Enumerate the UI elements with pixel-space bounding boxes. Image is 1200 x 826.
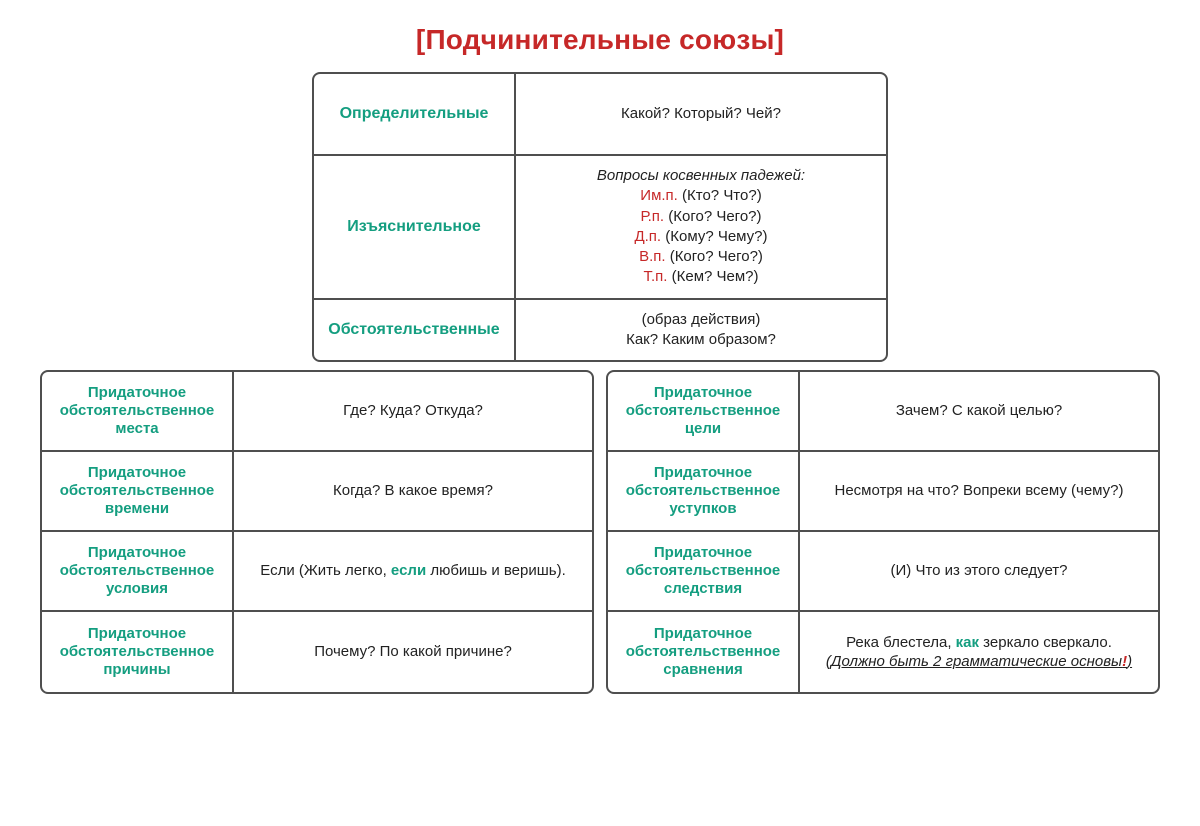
- exclamation-icon: !: [1122, 653, 1127, 670]
- note-line: (Должно быть 2 грамматические основы!): [826, 652, 1132, 672]
- bottom-row: Придаточное обстоятельственное причиныПо…: [42, 612, 592, 692]
- bottom-row-value: Река блестела, как зеркало сверкало.(Дол…: [800, 612, 1158, 692]
- case-line: В.п. (Кого? Чего?): [639, 247, 763, 267]
- case-abbr: Д.п.: [634, 228, 661, 245]
- bottom-row-label: Придаточное обстоятельственное места: [42, 372, 234, 450]
- bottom-row-value: Почему? По какой причине?: [234, 612, 592, 692]
- case-line: Им.п. (Кто? Что?): [640, 186, 761, 206]
- top-row: Обстоятельственные(образ действия)Как? К…: [314, 300, 886, 361]
- emph-word: если: [391, 562, 426, 579]
- emph-word: как: [956, 634, 979, 651]
- top-row-label: Обстоятельственные: [314, 300, 516, 361]
- top-line: (образ действия): [642, 310, 761, 330]
- bottom-row-value: Где? Куда? Откуда?: [234, 372, 592, 450]
- rich-line: Если (Жить легко, если любишь и веришь).: [260, 561, 566, 581]
- top-row-label: Определительные: [314, 74, 516, 154]
- case-line: Т.п. (Кем? Чем?): [643, 267, 758, 287]
- top-row: ОпределительныеКакой? Который? Чей?: [314, 74, 886, 156]
- bottom-row: Придаточное обстоятельственное времениКо…: [42, 452, 592, 532]
- bottom-row: Придаточное обстоятельственное целиЗачем…: [608, 372, 1158, 452]
- top-row-label: Изъяснительное: [314, 156, 516, 298]
- bottom-row-label: Придаточное обстоятельственное цели: [608, 372, 800, 450]
- bottom-row-value: Несмотря на что? Вопреки всему (чему?): [800, 452, 1158, 530]
- bottom-row-label: Придаточное обстоятельственное уступков: [608, 452, 800, 530]
- bottom-row-label: Придаточное обстоятельственное следствия: [608, 532, 800, 610]
- rich-line-1: Река блестела, как зеркало сверкало.: [846, 633, 1112, 653]
- top-table: ОпределительныеКакой? Который? Чей?Изъяс…: [312, 72, 888, 362]
- bottom-row-value: (И) Что из этого следует?: [800, 532, 1158, 610]
- cases-intro: Вопросы косвенных падежей:: [597, 166, 805, 186]
- case-abbr: Т.п.: [643, 268, 667, 285]
- case-abbr: Р.п.: [640, 208, 664, 225]
- bottom-row-label: Придаточное обстоятельственное времени: [42, 452, 234, 530]
- bottom-row-value: Когда? В какое время?: [234, 452, 592, 530]
- top-row-value: Какой? Который? Чей?: [516, 74, 886, 154]
- page-title: [Подчинительные союзы]: [40, 24, 1160, 56]
- bottom-row-value: Если (Жить легко, если любишь и веришь).: [234, 532, 592, 610]
- bottom-wrapper: Придаточное обстоятельственное местаГде?…: [40, 370, 1160, 694]
- bottom-row: Придаточное обстоятельственное сравнения…: [608, 612, 1158, 692]
- bottom-row: Придаточное обстоятельственное местаГде?…: [42, 372, 592, 452]
- bottom-row-label: Придаточное обстоятельственное причины: [42, 612, 234, 692]
- bottom-row-label: Придаточное обстоятельственное условия: [42, 532, 234, 610]
- case-line: Р.п. (Кого? Чего?): [640, 207, 761, 227]
- top-row: ИзъяснительноеВопросы косвенных падежей:…: [314, 156, 886, 300]
- bottom-row: Придаточное обстоятельственное следствия…: [608, 532, 1158, 612]
- case-line: Д.п. (Кому? Чему?): [634, 227, 767, 247]
- bottom-right-table: Придаточное обстоятельственное целиЗачем…: [606, 370, 1160, 694]
- bottom-left-table: Придаточное обстоятельственное местаГде?…: [40, 370, 594, 694]
- top-line: Как? Каким образом?: [626, 330, 776, 350]
- top-row-value: (образ действия)Как? Каким образом?: [516, 300, 886, 361]
- top-row-value: Вопросы косвенных падежей:Им.п. (Кто? Чт…: [516, 156, 886, 298]
- bottom-row: Придаточное обстоятельственное условия Ес…: [42, 532, 592, 612]
- case-abbr: В.п.: [639, 248, 665, 265]
- case-abbr: Им.п.: [640, 187, 678, 204]
- bottom-row-label: Придаточное обстоятельственное сравнения: [608, 612, 800, 692]
- page: [Подчинительные союзы] ОпределительныеКа…: [0, 0, 1200, 826]
- bottom-row: Придаточное обстоятельственное уступковН…: [608, 452, 1158, 532]
- bottom-row-value: Зачем? С какой целью?: [800, 372, 1158, 450]
